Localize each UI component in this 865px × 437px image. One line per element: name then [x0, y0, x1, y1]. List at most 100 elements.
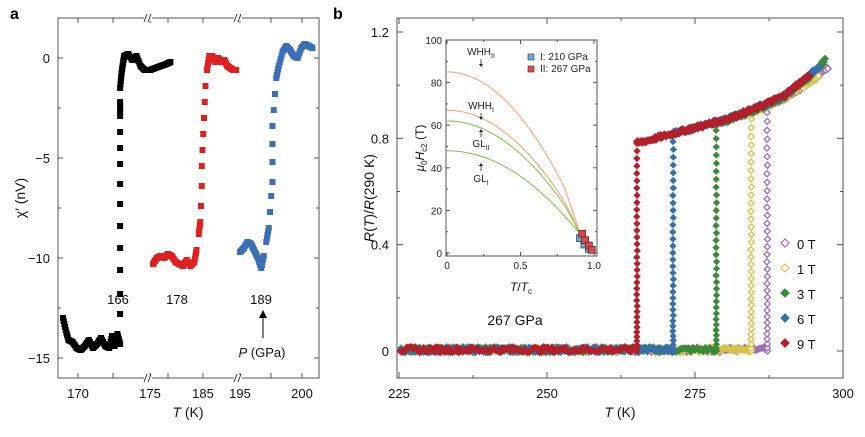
data-point-178: [198, 183, 205, 189]
data-point-9T: [633, 162, 641, 170]
legend-marker-9T: [780, 338, 790, 348]
data-point-189: [269, 141, 276, 147]
data-point-1T: [747, 319, 756, 328]
panel-b-xtick-label: 275: [684, 386, 706, 401]
data-point-0T: [763, 344, 772, 352]
data-point-1T: [747, 191, 756, 200]
data-point-189: [269, 179, 276, 185]
panel-a-ytick-label: 0: [43, 51, 50, 66]
data-point-0T: [763, 306, 772, 315]
data-point-6T: [815, 62, 824, 71]
data-point-189: [270, 107, 277, 113]
legend-marker-1T: [780, 263, 790, 273]
data-point-1T: [747, 215, 755, 224]
data-point-1T: [747, 199, 755, 208]
data-point-178: [205, 56, 212, 63]
data-point-9T: [633, 260, 641, 268]
panel-a-chart: 0 −5 −10 −15 170 175 185 195 200 166 178 189 P (GP…: [12, 13, 320, 420]
legend-label-3T: 3 T: [797, 287, 816, 302]
data-point-9T: [633, 219, 641, 228]
data-point-3T: [712, 199, 721, 207]
data-point-189: [275, 63, 282, 69]
data-point-189: [263, 239, 270, 245]
axis-break-gap: [234, 15, 242, 21]
data-point-166: [117, 99, 124, 105]
data-point-9T: [633, 278, 641, 287]
data-point-6T: [669, 332, 677, 340]
panel-a-xtick-label: 175: [139, 386, 161, 401]
data-point-1T: [747, 207, 755, 216]
legend-marker-3T: [780, 288, 790, 298]
data-point-9T: [633, 313, 641, 321]
axis-break-mark: [143, 373, 148, 383]
data-point-189: [278, 52, 285, 59]
axis-break-mark: [147, 13, 152, 23]
inset-curve-GL_II: [446, 120, 580, 233]
data-point-1T: [747, 281, 756, 290]
data-point-1T: [747, 141, 756, 149]
data-point-1T: [747, 166, 755, 175]
inset-ytick-label: 60: [431, 121, 443, 132]
data-point-189: [269, 159, 276, 165]
data-point-1T: [814, 71, 823, 81]
data-point-0T: [763, 312, 772, 321]
data-point-3T: [712, 315, 720, 323]
data-point-6T: [669, 275, 678, 283]
inset-legend-label: II: 267 GPa: [540, 64, 591, 75]
data-point-9T: [633, 328, 641, 336]
data-point-6T: [669, 322, 677, 330]
data-point-189: [268, 193, 275, 199]
panel-b-frame: [396, 17, 844, 379]
inset-ytick-label: 0: [436, 249, 442, 260]
inset-ytick-label: 80: [431, 79, 443, 90]
inset-curve-label-GL_I: GLI: [473, 174, 488, 187]
data-point-1T: [747, 340, 756, 348]
data-point-0T: [763, 279, 772, 288]
inset-curve-arrowhead: [479, 129, 483, 132]
data-point-0T: [763, 169, 771, 178]
data-point-0T: [763, 186, 772, 195]
data-point-3T: [712, 159, 721, 167]
data-point-6T: [669, 206, 677, 214]
data-point-166: [117, 201, 124, 207]
axis-break-gap: [234, 375, 242, 381]
panel-a-xtick-label: 195: [229, 386, 251, 401]
data-point-166: [117, 78, 124, 84]
data-point-189: [265, 228, 272, 235]
panel-a-xtick-label: 170: [67, 386, 89, 401]
data-point-3T: [712, 303, 720, 312]
data-point-0T: [763, 257, 771, 266]
data-point-3T: [712, 271, 720, 280]
panel-b-ytick-label: 0.8: [371, 131, 389, 146]
data-point-178: [200, 131, 207, 137]
data-point-0T: [763, 227, 772, 236]
data-point-9T: [633, 307, 641, 316]
data-point-189: [260, 253, 267, 259]
data-point-0T: [763, 178, 772, 187]
data-point-0T: [763, 108, 771, 117]
pressure-annotation: P (GPa): [239, 345, 286, 360]
data-point-178: [193, 247, 200, 253]
inset-curve-label-GL_II: GLII: [472, 139, 489, 152]
panel-b-xtick-label: 300: [832, 386, 854, 401]
data-point-0T: [763, 293, 772, 302]
data-point-1T: [747, 294, 756, 303]
data-point-1T: [747, 183, 756, 191]
data-point-9T: [633, 177, 641, 185]
panel-b-ytick-label: 0.4: [371, 238, 389, 253]
data-point-189: [264, 232, 271, 238]
data-point-178: [198, 203, 204, 209]
data-point-1T: [747, 149, 756, 158]
data-point-0T: [763, 143, 771, 152]
data-point-1T: [747, 123, 756, 132]
panel-a-x-axis-label: T (K): [172, 404, 203, 420]
data-point-0T: [763, 211, 772, 220]
data-point-166: [117, 106, 124, 112]
data-point-6T: [669, 282, 677, 290]
data-point-6T: [669, 242, 677, 250]
data-point-1T: [747, 238, 756, 247]
data-point-166: [117, 85, 124, 91]
data-point-6T: [669, 255, 677, 264]
panel-a-ytick-label: −15: [28, 351, 50, 366]
data-point-0T: [763, 152, 772, 161]
